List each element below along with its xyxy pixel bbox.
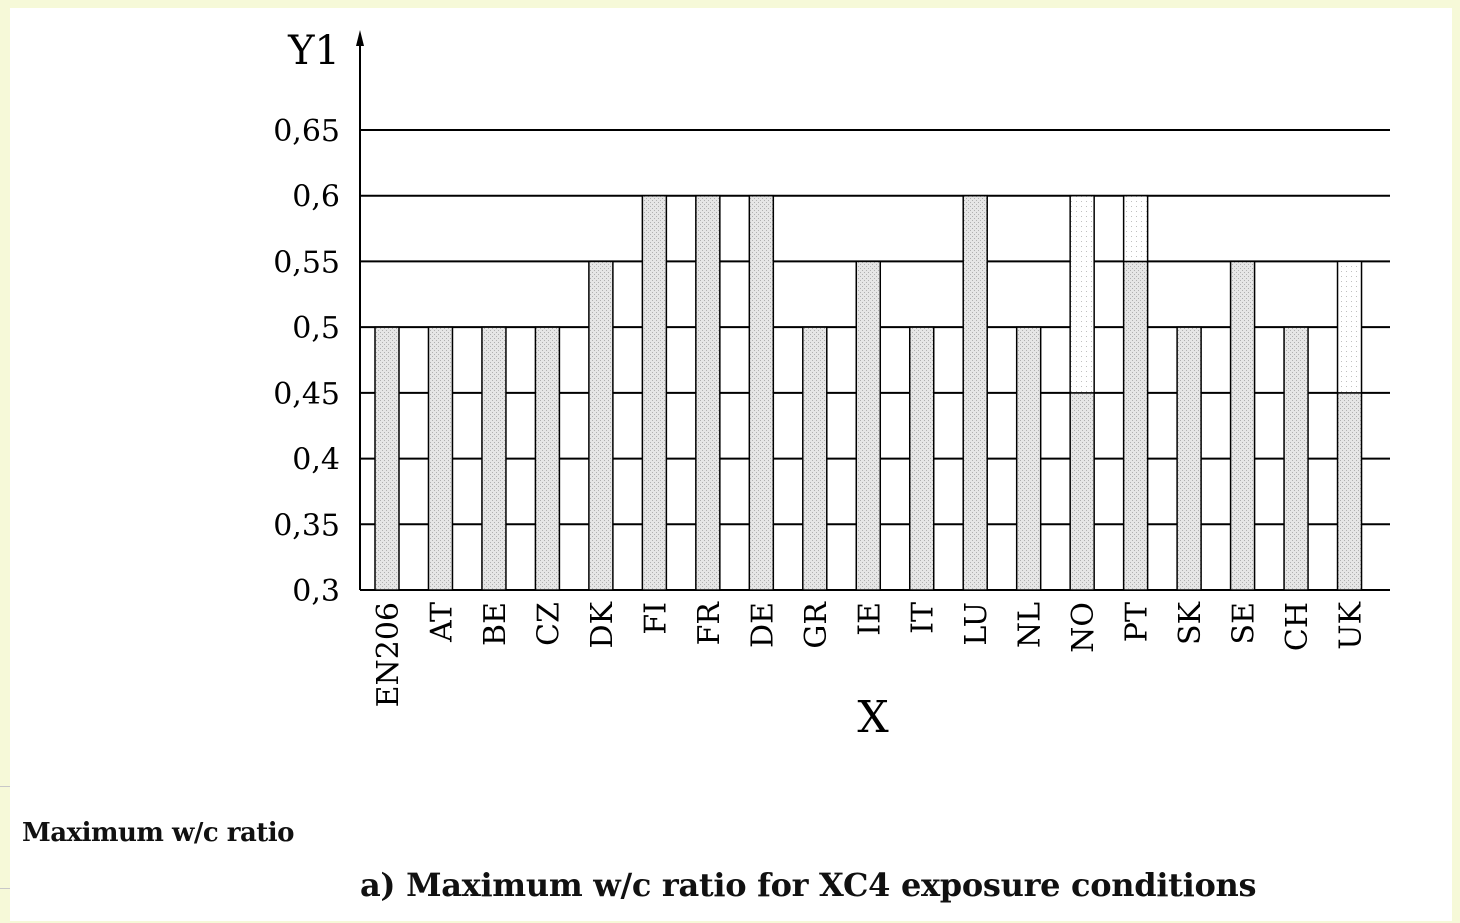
x-tick-label: SE	[1227, 602, 1262, 644]
x-tick-label: NL	[1013, 602, 1048, 648]
y-axis-label: Y1	[287, 28, 340, 74]
x-tick-label: IT	[906, 602, 941, 634]
x-tick-label: SK	[1173, 601, 1208, 645]
figure-caption: a) Maximum w/c ratio for XC4 exposure co…	[360, 866, 1257, 904]
bar	[481, 326, 507, 591]
bar-upper-segment	[1122, 194, 1149, 263]
x-tick-label: FR	[692, 601, 727, 646]
bar-upper-segment	[1336, 260, 1363, 394]
bar	[1176, 326, 1202, 591]
y-tick-label: 0,6	[292, 180, 340, 215]
x-tick-label: DK	[585, 601, 620, 648]
x-tick-label: BE	[478, 602, 513, 646]
bar	[855, 260, 882, 591]
x-tick-label: NO	[1066, 602, 1101, 653]
x-tick-label: IE	[852, 602, 887, 636]
bar	[427, 326, 454, 591]
bar	[748, 194, 775, 591]
bar	[1069, 392, 1095, 591]
legend-note: Maximum w/c ratio	[22, 818, 295, 848]
bars	[374, 194, 1363, 591]
y-axis-arrow-icon	[356, 30, 364, 46]
bar	[1122, 260, 1149, 591]
x-tick-label: AT	[424, 602, 459, 643]
x-tick-label: CZ	[531, 602, 566, 646]
bar	[802, 326, 828, 591]
bar	[374, 326, 400, 591]
bar-upper-segment	[1069, 194, 1095, 394]
bar	[588, 260, 614, 591]
y-tick-label: 0,45	[273, 377, 340, 412]
x-tick-label: DE	[745, 602, 780, 648]
axes: Y1 X	[287, 28, 889, 743]
bar	[695, 194, 721, 591]
x-tick-label: LU	[959, 602, 994, 646]
y-tick-label: 0,5	[292, 311, 340, 346]
chart-panel	[10, 8, 1452, 921]
bar	[534, 326, 561, 591]
y-tick-label: 0,55	[273, 245, 340, 280]
y-tick-labels: 0,3 0,35 0,4 0,45 0,5 0,55 0,6 0,65	[273, 114, 340, 609]
y-tick-label: 0,35	[273, 508, 340, 543]
bar	[962, 194, 988, 591]
x-tick-label: UK	[1334, 601, 1369, 649]
x-tick-label: CH	[1280, 602, 1315, 651]
bar	[1336, 392, 1363, 591]
x-tick-label: GR	[799, 601, 834, 649]
bar	[1229, 260, 1256, 591]
x-tick-label: EN206	[371, 602, 406, 707]
x-tick-labels: EN206 AT BE CZ DK FI FR DE GR IE IT LU NL NO PT SK SE CH U…	[371, 601, 1369, 708]
edge-mark	[0, 888, 10, 889]
y-tick-label: 0,3	[292, 574, 340, 609]
y-tick-label: 0,65	[273, 114, 340, 149]
bar	[908, 326, 935, 591]
edge-mark	[0, 786, 10, 787]
x-tick-label: FI	[638, 602, 673, 635]
x-axis-label: X	[857, 692, 889, 743]
x-tick-label: PT	[1120, 602, 1155, 642]
bar	[641, 194, 668, 591]
y-tick-label: 0,4	[292, 443, 340, 478]
bar	[1283, 326, 1309, 591]
bar	[1015, 326, 1042, 591]
